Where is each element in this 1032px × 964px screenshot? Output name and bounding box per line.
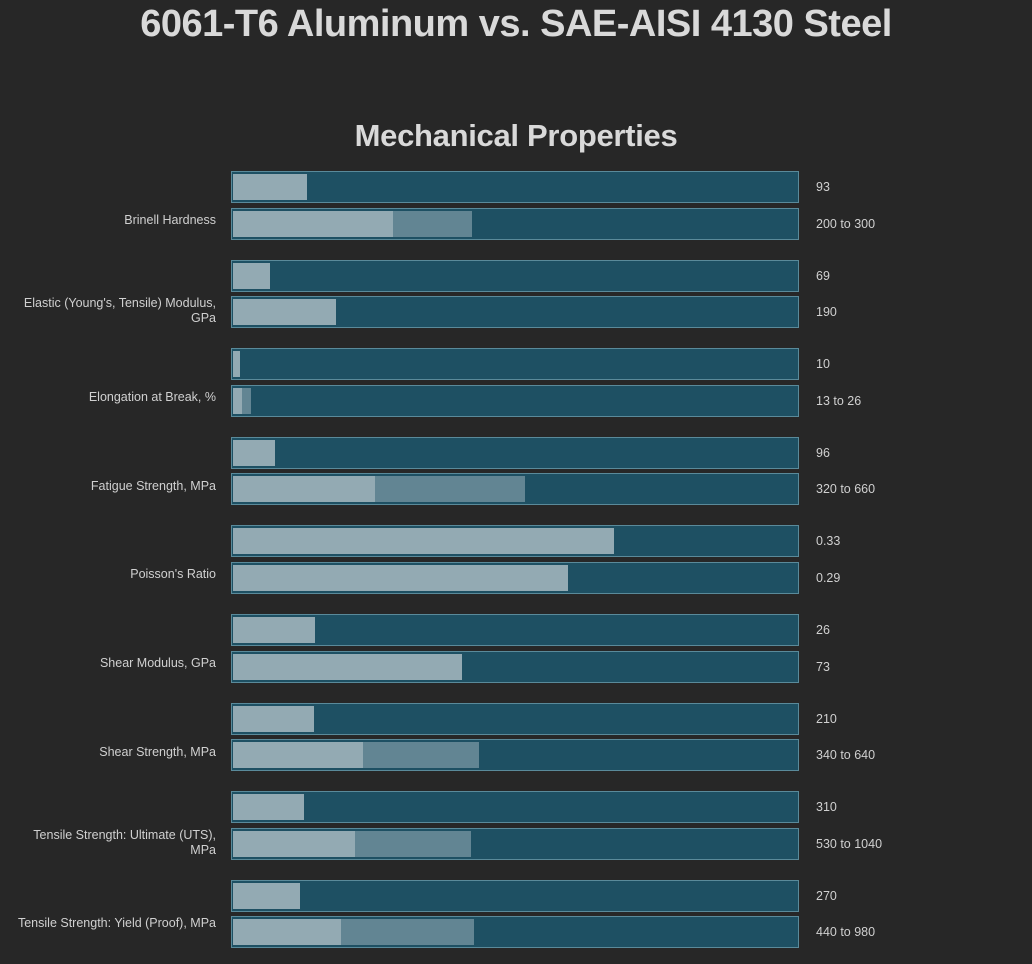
bar-aluminum [231, 791, 799, 824]
bar-value-fill [233, 882, 300, 909]
value-label: 0.29 [816, 570, 841, 585]
property-label: Poisson's Ratio [130, 567, 216, 582]
value-label: 190 [816, 305, 837, 320]
bar-value-fill [233, 439, 275, 466]
section-title: Mechanical Properties [354, 118, 678, 153]
value-label: 200 to 300 [816, 216, 876, 231]
bar-value-fill [233, 528, 614, 555]
bar-value-fill [233, 174, 307, 200]
property-label: Fatigue Strength, MPa [90, 478, 216, 493]
bar-value-fill [233, 351, 240, 378]
value-label: 530 to 1040 [816, 836, 883, 851]
bar-aluminum [231, 348, 799, 381]
bar-steel [231, 207, 799, 240]
page-title: 6061-T6 Aluminum vs. SAE-AISI 4130 Steel [140, 3, 892, 45]
bar-steel [231, 473, 799, 506]
bar-value-fill [233, 742, 364, 769]
bar-value-fill [233, 705, 314, 732]
value-label: 96 [816, 445, 830, 460]
bar-aluminum [231, 436, 799, 469]
bar-value-fill [233, 564, 569, 591]
value-label: 310 [816, 800, 837, 815]
value-label: 0.33 [816, 534, 841, 549]
bar-steel [231, 296, 799, 329]
value-label: 210 [816, 711, 837, 726]
bar-steel [231, 384, 799, 417]
value-label: 69 [816, 268, 830, 283]
bar-value-fill [233, 653, 462, 680]
value-label: 73 [816, 659, 830, 674]
value-label: 26 [816, 623, 830, 637]
bar-steel [231, 739, 799, 772]
bar-value-fill [233, 830, 355, 857]
bar-steel [231, 650, 799, 683]
value-label: 93 [816, 180, 830, 194]
property-label: Brinell Hardness [124, 213, 216, 227]
bar-aluminum [231, 259, 799, 292]
value-label: 340 to 640 [816, 748, 876, 763]
bar-value-fill [233, 210, 393, 237]
property-label: Elastic (Young's, Tensile) Modulus, GPa [23, 296, 216, 326]
property-label: Tensile Strength: Yield (Proof), MPa [17, 916, 216, 931]
bar-steel [231, 916, 799, 949]
bar-aluminum [231, 702, 799, 735]
bar-value-fill [233, 617, 315, 643]
bar-aluminum [231, 879, 799, 912]
bar-value-fill [233, 262, 270, 289]
bar-aluminum [231, 525, 799, 558]
bar-steel [231, 827, 799, 860]
value-label: 10 [816, 357, 830, 372]
bar-aluminum [231, 171, 799, 203]
bar-steel [231, 561, 799, 594]
value-label: 270 [816, 888, 837, 903]
value-label: 13 to 26 [816, 393, 862, 408]
value-label: 320 to 660 [816, 482, 876, 497]
bar-value-fill [233, 476, 375, 503]
property-label: Shear Modulus, GPa [99, 656, 216, 670]
bar-value-fill [233, 794, 304, 821]
property-label: Tensile Strength: Ultimate (UTS), MPa [33, 827, 216, 857]
property-label: Shear Strength, MPa [99, 744, 216, 759]
bar-value-fill [233, 387, 243, 414]
bar-aluminum [231, 614, 799, 646]
bar-value-fill [233, 919, 341, 946]
property-label: Elongation at Break, % [88, 390, 216, 405]
value-label: 440 to 980 [816, 925, 876, 940]
bar-value-fill [233, 299, 336, 326]
